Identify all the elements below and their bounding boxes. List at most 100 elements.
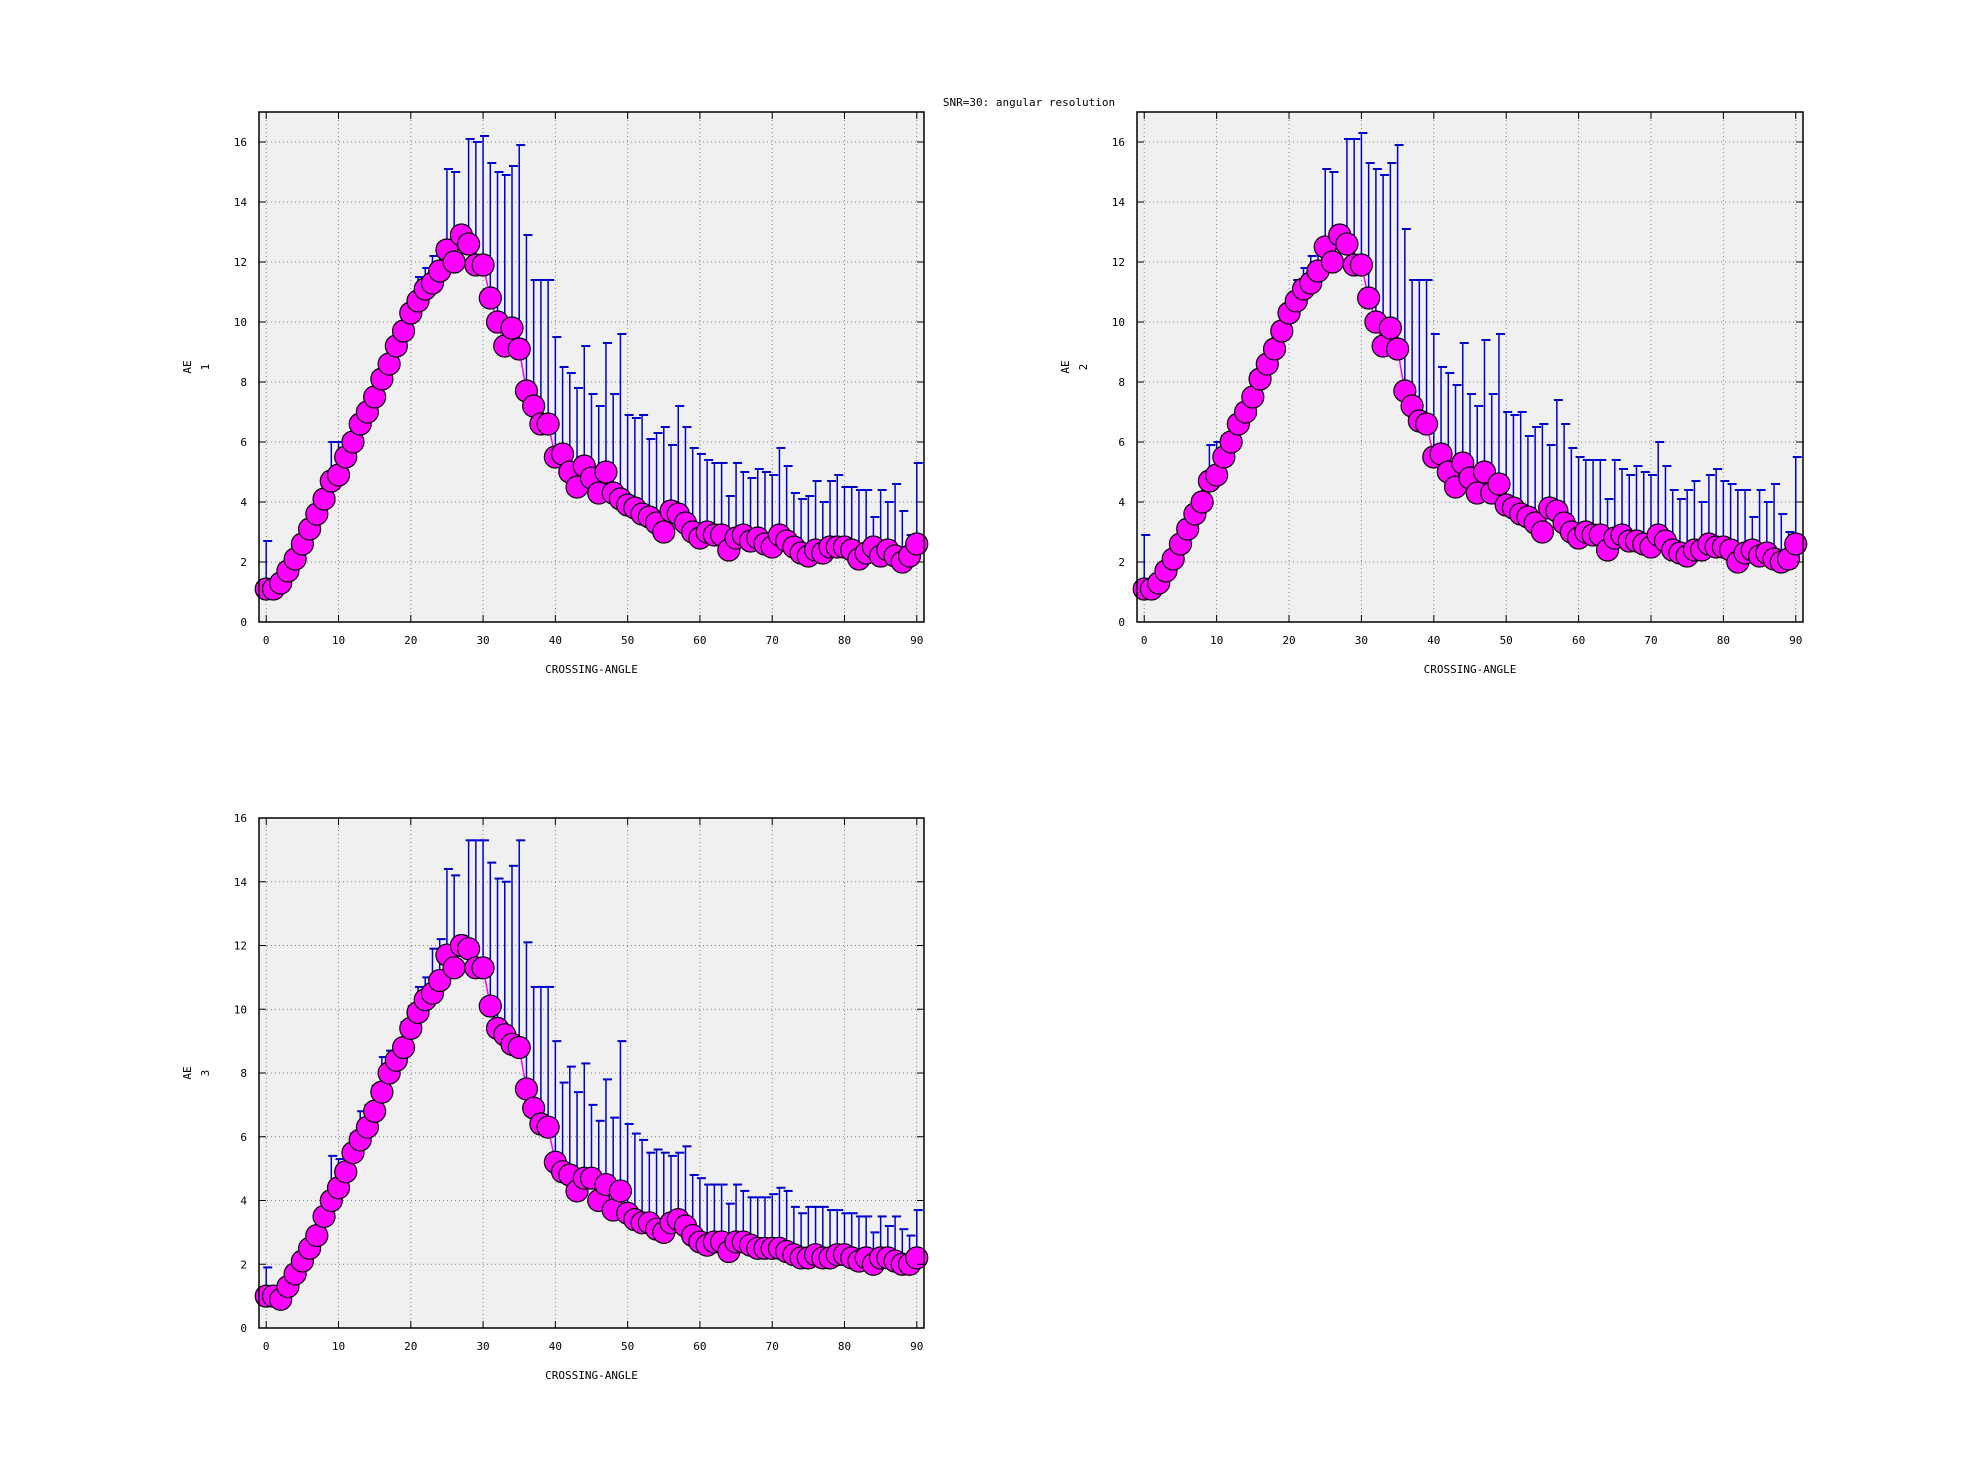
y-tick-label: 12 — [234, 940, 247, 953]
x-tick-label: 10 — [332, 634, 345, 647]
x-tick-label: 80 — [1717, 634, 1730, 647]
y-tick-label: 0 — [240, 616, 247, 629]
data-point — [1378, 316, 1402, 340]
x-tick-label: 50 — [621, 634, 634, 647]
x-tick-label: 0 — [263, 1340, 270, 1353]
y-axis-label-subscript: 1 — [199, 364, 212, 371]
x-tick-label: 10 — [1210, 634, 1223, 647]
y-tick-label: 4 — [1118, 496, 1125, 509]
x-tick-label: 60 — [693, 1340, 706, 1353]
x-axis-label: CROSSING-ANGLE — [1424, 663, 1517, 676]
x-tick-label: 50 — [1500, 634, 1513, 647]
y-axis-label-subscript: 3 — [199, 1070, 212, 1077]
data-point — [442, 956, 466, 980]
x-axis-label: CROSSING-ANGLE — [545, 1369, 638, 1382]
data-point — [594, 460, 618, 484]
y-tick-label: 4 — [240, 496, 247, 509]
y-axis-label: AE — [181, 1066, 194, 1079]
x-tick-label: 0 — [263, 634, 270, 647]
data-point — [507, 1035, 531, 1060]
x-tick-label: 70 — [1644, 634, 1657, 647]
x-tick-label: 0 — [1141, 634, 1148, 647]
y-tick-label: 14 — [234, 196, 248, 209]
y-tick-label: 16 — [1112, 136, 1125, 149]
data-point — [905, 1246, 929, 1270]
x-tick-label: 90 — [910, 1340, 923, 1353]
x-tick-label: 60 — [1572, 634, 1585, 647]
chart-panel-3: 0 10 20 30 40 50 60 70 80 90 0 2 4 6 8 10 12 14 16 CROSSING… — [181, 812, 929, 1382]
data-point — [536, 1115, 560, 1139]
x-axis-label: CROSSING-ANGLE — [545, 663, 638, 676]
data-point — [1487, 472, 1511, 496]
data-point — [471, 956, 495, 980]
figure-title: SNR=30: angular resolution — [943, 96, 1115, 109]
x-tick-label: 60 — [693, 634, 706, 647]
y-tick-label: 10 — [234, 316, 247, 329]
plot-area — [259, 112, 924, 622]
x-tick-label: 50 — [621, 1340, 634, 1353]
x-tick-label: 30 — [1355, 634, 1368, 647]
x-tick-label: 10 — [332, 1340, 345, 1353]
y-tick-label: 14 — [234, 876, 248, 889]
data-point — [507, 337, 531, 361]
x-tick-label: 70 — [766, 1340, 779, 1353]
chart-panel-1: 0 10 20 30 40 50 60 70 80 90 0 2 4 6 8 10 12 14 16 CROSSING… — [181, 111, 929, 676]
y-tick-label: 0 — [240, 1322, 247, 1335]
x-tick-label: 20 — [404, 634, 417, 647]
y-tick-label: 14 — [1112, 196, 1126, 209]
x-tick-label: 70 — [766, 634, 779, 647]
y-tick-label: 10 — [234, 1003, 247, 1016]
data-point — [1784, 532, 1808, 556]
data-point — [471, 253, 495, 277]
y-tick-label: 12 — [1112, 256, 1125, 269]
data-point — [457, 232, 481, 256]
plot-frame — [1136, 111, 1804, 623]
y-tick-label: 4 — [240, 1195, 247, 1208]
data-point — [608, 1179, 633, 1203]
x-tick-label: 20 — [1282, 634, 1295, 647]
data-point — [1530, 520, 1554, 544]
x-tick-label: 80 — [838, 634, 851, 647]
x-tick-label: 90 — [910, 634, 923, 647]
data-point — [478, 286, 502, 310]
x-tick-label: 90 — [1789, 634, 1802, 647]
x-tick-label: 40 — [549, 1340, 562, 1353]
y-tick-label: 6 — [240, 1131, 247, 1144]
x-tick-label: 40 — [1427, 634, 1440, 647]
y-tick-label: 8 — [240, 1067, 247, 1080]
y-tick-label: 12 — [234, 256, 247, 269]
y-axis-label: AE — [181, 360, 194, 373]
data-point — [905, 532, 929, 556]
y-tick-label: 6 — [1118, 436, 1125, 449]
data-point — [536, 412, 560, 436]
plot-frame — [258, 111, 925, 623]
data-point — [1190, 490, 1214, 514]
data-point — [1335, 232, 1359, 256]
x-tick-label: 80 — [838, 1340, 851, 1353]
data-point — [1349, 253, 1374, 277]
data-point — [478, 994, 502, 1018]
chart-panel-2: 0 10 20 30 40 50 60 70 80 90 0 2 4 6 8 10 12 14 16 CROSSING… — [1059, 111, 1808, 676]
plot-area — [1137, 112, 1803, 622]
data-point — [500, 316, 524, 340]
x-tick-label: 40 — [549, 634, 562, 647]
y-tick-label: 8 — [240, 376, 247, 389]
data-point — [1320, 250, 1345, 274]
y-tick-label: 0 — [1118, 616, 1125, 629]
y-axis-label-subscript: 2 — [1077, 364, 1090, 371]
y-tick-label: 8 — [1118, 376, 1125, 389]
y-tick-label: 16 — [234, 136, 247, 149]
y-tick-label: 2 — [1118, 556, 1125, 569]
data-point — [1357, 286, 1381, 310]
data-point — [1414, 412, 1439, 436]
y-tick-label: 6 — [240, 436, 247, 449]
y-tick-label: 2 — [240, 1258, 247, 1271]
y-tick-label: 16 — [234, 812, 247, 825]
x-tick-label: 30 — [476, 634, 489, 647]
x-tick-label: 20 — [404, 1340, 417, 1353]
y-axis-label: AE — [1059, 360, 1072, 373]
data-point — [442, 250, 466, 274]
data-point — [652, 520, 676, 544]
y-tick-label: 2 — [240, 556, 247, 569]
